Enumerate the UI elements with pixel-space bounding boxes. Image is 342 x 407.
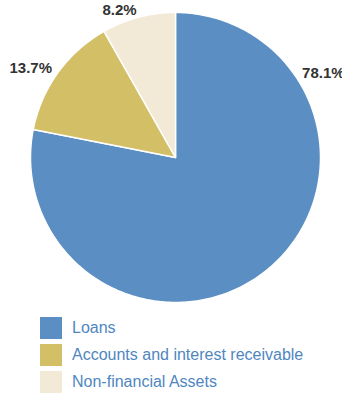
html-text:Non-financial Assets: Non-financial Assets — [72, 372, 217, 390]
html-text:Accounts and interest receivab: Accounts and interest receivable — [72, 345, 304, 363]
html-text:Loans: Loans — [72, 318, 116, 336]
svg-text:13.7%: 13.7% — [9, 59, 52, 76]
svg-text:78.1%: 78.1% — [302, 64, 342, 81]
svg-text:8.2%: 8.2% — [103, 1, 137, 18]
